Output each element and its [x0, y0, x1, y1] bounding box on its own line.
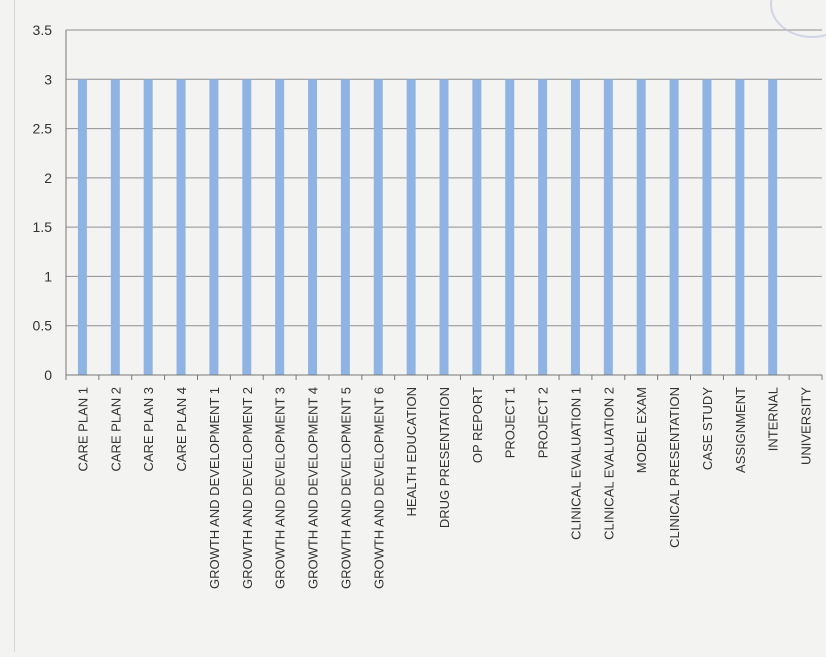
bar: [110, 79, 120, 376]
x-tick-label: CLINICAL PRESENTATION: [667, 387, 682, 548]
bar: [209, 79, 219, 376]
bar: [176, 79, 186, 376]
x-tick-label: INTERNAL: [766, 387, 781, 451]
bar: [340, 79, 350, 376]
x-tick-label: GROWTH AND DEVELOPMENT 5: [338, 387, 353, 589]
x-tick-label: PROJECT 2: [536, 387, 551, 458]
x-tick-label: CLINICAL EVALUATION 2: [601, 387, 616, 540]
x-tick-label: PROJECT 1: [503, 387, 518, 458]
x-tick-label: DRUG PRESENTATION: [437, 387, 452, 528]
bar: [406, 79, 416, 376]
x-tick-label: CARE PLAN 4: [174, 387, 189, 472]
bar: [143, 79, 153, 376]
bar: [735, 79, 745, 376]
x-tick-label: GROWTH AND DEVELOPMENT 2: [240, 387, 255, 589]
bar: [472, 79, 482, 376]
bar: [242, 79, 252, 376]
x-tick-label: UNIVERSITY: [799, 387, 814, 465]
x-tick-label: ASSIGNMENT: [733, 387, 748, 473]
x-tick-label: MODEL EXAM: [634, 387, 649, 473]
x-tick-label: GROWTH AND DEVELOPMENT 4: [306, 387, 321, 589]
x-tick-label: GROWTH AND DEVELOPMENT 3: [273, 387, 288, 589]
y-tick-label: 2: [44, 170, 52, 186]
y-tick-label: 0.5: [33, 318, 53, 334]
page-edge: [14, 0, 15, 652]
x-tick-label: OP REPORT: [470, 387, 485, 463]
bar: [439, 79, 449, 376]
bar: [308, 79, 318, 376]
x-tick-label: HEALTH EDUCATION: [404, 387, 419, 517]
bar: [505, 79, 515, 376]
y-tick-label: 1: [44, 268, 52, 284]
x-tick-label: CASE STUDY: [700, 387, 715, 470]
y-tick-label: 2.5: [33, 121, 53, 137]
x-tick-label: CARE PLAN 1: [75, 387, 90, 472]
bar: [768, 79, 778, 376]
tick-labels: 0 0.5 1 1.5 2 2.5 3 3.5 CARE PLAN 1 CARE PLAN 2 CA…: [33, 22, 814, 589]
x-tick-label: CLINICAL EVALUATION 1: [568, 387, 583, 540]
bar: [538, 79, 548, 376]
bar: [373, 79, 383, 376]
x-tick-label: GROWTH AND DEVELOPMENT 6: [371, 387, 386, 589]
bar: [275, 79, 285, 376]
bars: [77, 79, 778, 376]
y-tick-label: 1.5: [33, 219, 53, 235]
bar: [702, 79, 712, 376]
bar: [669, 79, 679, 376]
x-tick-label: CARE PLAN 3: [141, 387, 156, 472]
y-tick-label: 0: [44, 367, 52, 383]
axes: [65, 30, 823, 380]
x-tick-label: CARE PLAN 2: [108, 387, 123, 472]
bar: [636, 79, 646, 376]
x-tick-label: GROWTH AND DEVELOPMENT 1: [207, 387, 222, 589]
y-tick-label: 3.5: [33, 22, 53, 38]
bar: [603, 79, 613, 376]
bar: [77, 79, 87, 376]
bar: [570, 79, 580, 376]
y-tick-label: 3: [44, 71, 52, 87]
